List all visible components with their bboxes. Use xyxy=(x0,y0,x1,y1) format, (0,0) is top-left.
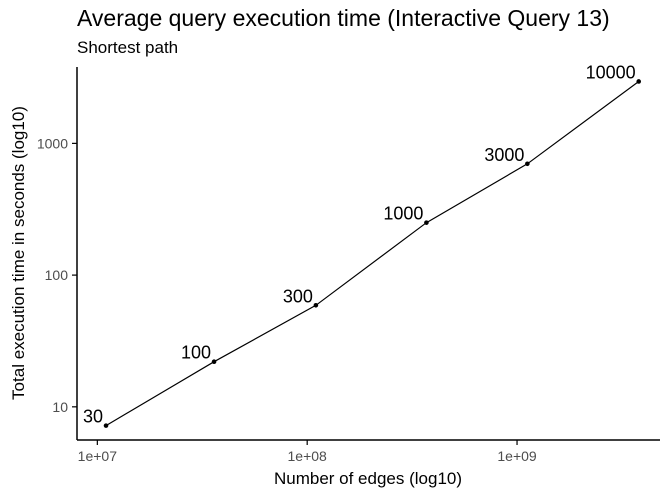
data-point xyxy=(636,79,642,84)
series-line-group xyxy=(105,81,640,427)
x-tick-label: 1e+09 xyxy=(497,448,537,464)
data-label: 1000 xyxy=(383,204,423,224)
x-axis-ticks: 1e+07 1e+08 1e+09 xyxy=(78,440,537,464)
chart-subtitle: Shortest path xyxy=(77,38,178,57)
y-tick-label: 10 xyxy=(52,399,68,415)
x-tick-label: 1e+08 xyxy=(288,448,328,464)
data-point xyxy=(525,161,530,167)
y-axis-ticks: 10 100 1000 xyxy=(37,135,77,415)
x-axis-label: Number of edges (log10) xyxy=(274,469,462,488)
data-label: 10000 xyxy=(586,62,636,82)
x-tick-label: 1e+07 xyxy=(78,448,118,464)
data-labels-group: 30 100 300 1000 3000 10000 xyxy=(83,62,636,426)
data-point xyxy=(103,423,109,428)
y-tick-label: 1000 xyxy=(37,135,68,151)
y-axis-label: Total execution time in seconds (log10) xyxy=(9,106,28,400)
data-point xyxy=(313,302,319,308)
data-label: 300 xyxy=(283,286,313,306)
series-line xyxy=(105,81,640,427)
data-points-group xyxy=(103,79,642,428)
data-label: 100 xyxy=(181,343,211,363)
y-tick-label: 100 xyxy=(45,267,69,283)
data-label: 3000 xyxy=(484,145,524,165)
chart-title: Average query execution time (Interactiv… xyxy=(77,5,610,31)
data-point xyxy=(211,359,217,365)
data-label: 30 xyxy=(83,407,103,427)
data-point xyxy=(424,220,429,225)
